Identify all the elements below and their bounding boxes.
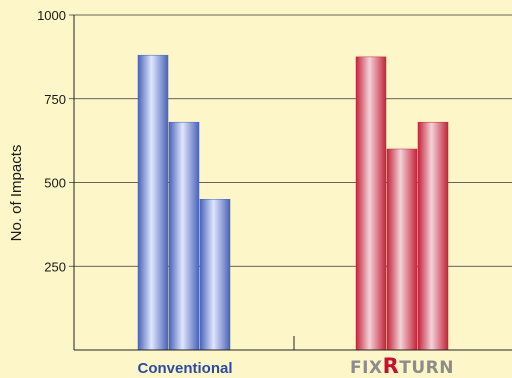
category-label-conventional: Conventional xyxy=(137,360,232,377)
bar-fixrturn-3 xyxy=(417,121,449,351)
bar-conventional-2 xyxy=(168,121,200,351)
y-tick-labels: 250 500 750 1000 xyxy=(37,8,66,274)
bar-conventional-3 xyxy=(199,199,231,351)
y-tick-label-1000: 1000 xyxy=(37,8,66,23)
y-tick-label-500: 500 xyxy=(44,176,66,191)
fixrturn-logo: FIXRTURN xyxy=(350,354,454,378)
bar-conventional-1 xyxy=(137,54,169,351)
bar-fixrturn-1 xyxy=(355,56,387,351)
y-tick-label-750: 750 xyxy=(44,92,66,107)
bar-fixrturn-2 xyxy=(386,148,418,351)
bars xyxy=(137,54,449,351)
logo-part-fix: FIX xyxy=(350,358,383,378)
y-tick-label-250: 250 xyxy=(44,259,66,274)
logo-part-r: R xyxy=(383,354,400,378)
y-axis-label: No. of Impacts xyxy=(8,145,25,242)
logo-part-turn: TURN xyxy=(399,358,454,378)
